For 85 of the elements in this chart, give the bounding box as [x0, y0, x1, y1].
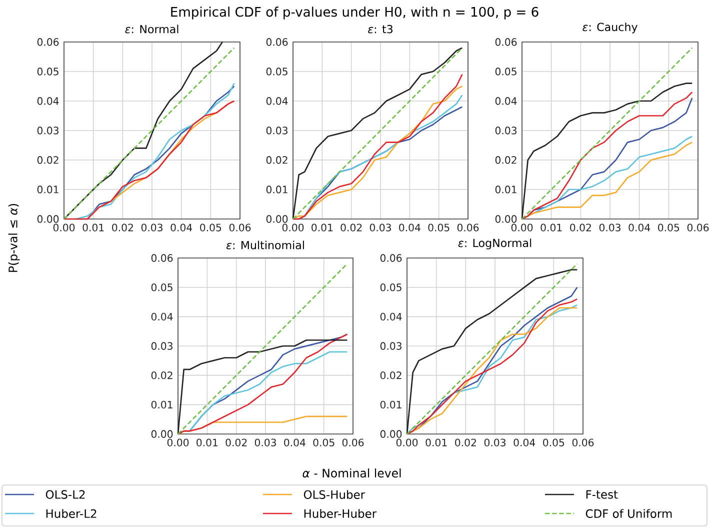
x-axis-title: α - Nominal level: [302, 468, 401, 478]
x-tick-label: 0.01: [540, 224, 562, 232]
x-tick-label: 0.03: [254, 438, 276, 446]
x-tick-label: 0.06: [687, 224, 709, 232]
x-tick-label: 0.02: [570, 224, 591, 232]
y-tick-label: 0.02: [151, 371, 172, 380]
y-tick-label: 0.04: [37, 97, 59, 105]
y-tick-label: 0.03: [151, 342, 172, 350]
x-tick-label: 0.04: [514, 438, 536, 446]
y-tick-label: 0.06: [495, 38, 517, 46]
y-tick-label: 0.00: [495, 215, 517, 223]
x-tick-label: 0.04: [284, 438, 306, 446]
x-tick-label: 0.06: [457, 224, 479, 232]
line-series: [292, 47, 463, 220]
chart-title: ε: LogNormal: [458, 238, 532, 250]
y-tick-label: 0.05: [380, 284, 402, 292]
chart-title: ε: t3: [368, 24, 392, 34]
y-tick-label: 0.03: [266, 126, 288, 134]
x-tick-label: 0.01: [196, 438, 218, 446]
x-tick-label: 0.00: [167, 438, 189, 446]
y-tick-label: 0.06: [266, 38, 288, 46]
y-tick-label: 0.05: [37, 68, 58, 76]
chart-title: ε: Cauchy: [582, 22, 638, 34]
x-tick-label: 0.00: [396, 438, 418, 446]
chart-title: ε: Multinomial: [226, 240, 304, 250]
y-tick-label: 0.01: [380, 400, 402, 408]
x-tick-label: 0.03: [141, 224, 162, 232]
y-axis-title: P(p-val ≤ α): [8, 204, 20, 272]
legend-label: Huber-Huber: [304, 509, 377, 518]
x-tick-label: 0.01: [426, 438, 447, 446]
x-tick-label: 0.03: [484, 438, 506, 446]
x-tick-label: 0.01: [82, 224, 104, 232]
y-tick-label: 0.05: [151, 284, 172, 292]
y-tick-label: 0.02: [380, 371, 402, 380]
y-tick-label: 0.04: [380, 312, 402, 321]
y-tick-label: 0.05: [495, 68, 516, 76]
x-tick-label: 0.03: [599, 224, 620, 232]
y-tick-label: 0.05: [266, 68, 288, 76]
y-tick-label: 0.02: [495, 156, 516, 164]
x-tick-label: 0.03: [370, 224, 391, 232]
x-tick-label: 0.05: [658, 224, 680, 232]
legend-label: Huber-L2: [46, 509, 96, 518]
x-tick-label: 0.04: [628, 224, 650, 232]
legend-label: CDF of Uniform: [586, 509, 672, 518]
x-tick-label: 0.06: [229, 224, 251, 232]
x-tick-label: 0.04: [170, 224, 192, 232]
y-tick-label: 0.00: [37, 215, 59, 223]
y-tick-label: 0.06: [380, 254, 402, 262]
x-tick-label: 0.05: [428, 224, 450, 232]
x-tick-label: 0.00: [282, 224, 304, 232]
y-tick-label: 0.06: [151, 254, 173, 262]
x-tick-label: 0.00: [511, 224, 533, 232]
legend-label: F-test: [586, 490, 618, 499]
x-tick-label: 0.02: [226, 438, 247, 446]
x-tick-label: 0.02: [455, 438, 476, 446]
y-tick-label: 0.03: [37, 126, 58, 134]
x-tick-label: 0.00: [53, 224, 75, 232]
y-tick-label: 0.00: [266, 215, 288, 223]
chart-title: ε: Normal: [125, 24, 178, 34]
y-tick-label: 0.01: [495, 186, 516, 194]
y-tick-label: 0.03: [495, 126, 516, 134]
text: Empirical CDF of p-values under H0, with n = 100, p = 6: [171, 6, 538, 20]
y-tick-label: 0.01: [266, 186, 288, 194]
x-tick-label: 0.05: [313, 438, 334, 446]
x-tick-label: 0.02: [112, 224, 133, 232]
legend-label: OLS-Huber: [304, 490, 366, 499]
x-tick-label: 0.05: [200, 224, 222, 232]
legend-label: OLS-L2: [46, 490, 85, 499]
y-tick-label: 0.02: [266, 156, 288, 164]
y-tick-label: 0.02: [37, 156, 58, 164]
y-tick-label: 0.04: [495, 97, 517, 105]
y-tick-label: 0.00: [380, 430, 402, 438]
y-tick-label: 0.04: [151, 312, 173, 321]
x-tick-label: 0.05: [543, 438, 564, 446]
y-tick-label: 0.03: [380, 342, 402, 350]
x-tick-label: 0.06: [342, 438, 364, 446]
y-tick-label: 0.04: [266, 97, 288, 105]
x-tick-label: 0.02: [340, 224, 362, 232]
y-tick-label: 0.06: [37, 38, 59, 46]
x-tick-label: 0.06: [572, 438, 594, 446]
y-tick-label: 0.01: [151, 400, 172, 408]
y-tick-label: 0.01: [37, 186, 58, 194]
x-tick-label: 0.01: [312, 224, 333, 232]
x-tick-label: 0.04: [399, 224, 420, 232]
y-tick-label: 0.00: [151, 430, 173, 438]
